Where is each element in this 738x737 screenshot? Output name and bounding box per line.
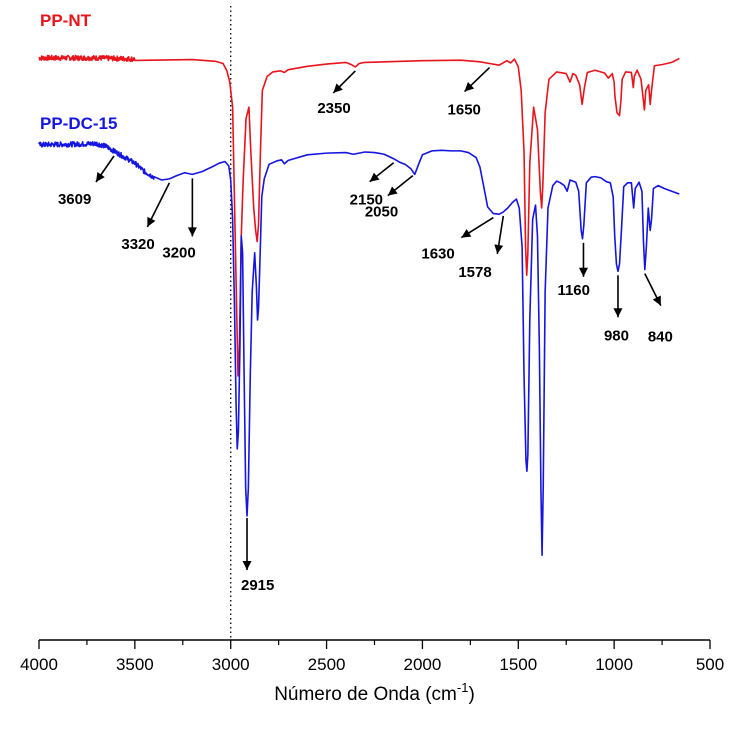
arrow-head: [461, 229, 472, 238]
arrow-head: [494, 244, 504, 254]
peak-label-3320: 3320: [121, 236, 154, 253]
x-tick-label: 3000: [212, 655, 250, 674]
peak-label-840: 840: [648, 329, 673, 346]
annotation-arrow: [578, 242, 588, 277]
x-tick-label: 2500: [308, 655, 346, 674]
peak-label-3609: 3609: [58, 191, 91, 208]
annotation-arrow: [369, 162, 395, 183]
arrow-head: [613, 308, 623, 318]
annotation-arrow: [332, 70, 356, 94]
peak-label-3200: 3200: [162, 244, 195, 261]
series-line-pp-nt: [38, 54, 680, 377]
annotation-arrow: [644, 273, 662, 306]
annotation-arrow: [242, 518, 252, 570]
x-axis-title: Número de Onda (cm-1): [274, 680, 475, 705]
peak-label-1578: 1578: [458, 264, 491, 281]
arrow-head: [464, 82, 475, 92]
annotation-arrow: [146, 182, 171, 228]
x-tick-label: 2000: [404, 655, 442, 674]
arrow-head: [242, 561, 252, 570]
peak-label-980: 980: [604, 327, 629, 344]
arrow-head: [147, 216, 156, 227]
x-tick-label: 3500: [116, 655, 154, 674]
arrow-head: [95, 172, 105, 182]
arrow-head: [369, 172, 380, 182]
annotation-arrow: [460, 216, 494, 239]
series-label-pp-nt: PP-NT: [40, 11, 92, 30]
arrow-head: [333, 83, 343, 93]
peak-label-2150: 2150: [350, 192, 383, 209]
peak-label-2350: 2350: [317, 100, 350, 117]
annotation-arrow: [494, 215, 505, 255]
x-axis-title-superscript: -1: [457, 680, 469, 695]
annotation-arrow: [95, 155, 115, 183]
x-tick-label: 4000: [20, 655, 58, 674]
x-axis-title-end: ): [468, 684, 474, 705]
series-label-pp-dc-15: PP-DC-15: [40, 114, 117, 133]
x-tick-label: 1500: [499, 655, 537, 674]
peak-label-1630: 1630: [421, 246, 454, 263]
x-tick-label: 1000: [595, 655, 633, 674]
annotation-arrow: [613, 275, 623, 318]
peak-label-1160: 1160: [557, 282, 590, 299]
peak-label-1650: 1650: [448, 102, 481, 119]
annotation-arrow: [187, 178, 197, 237]
arrow-head: [387, 186, 398, 196]
arrow-head: [187, 227, 197, 237]
arrow-head: [578, 267, 588, 277]
series-line-pp-dc-15: [38, 140, 680, 557]
x-axis-title-main: Número de Onda (cm: [274, 684, 457, 705]
annotation-arrow: [387, 174, 414, 197]
peak-label-2915: 2915: [241, 577, 274, 594]
arrow-head: [652, 295, 661, 306]
x-tick-label: 500: [696, 655, 724, 674]
peak-label-2050: 2050: [365, 204, 398, 221]
annotation-arrow: [463, 66, 491, 93]
